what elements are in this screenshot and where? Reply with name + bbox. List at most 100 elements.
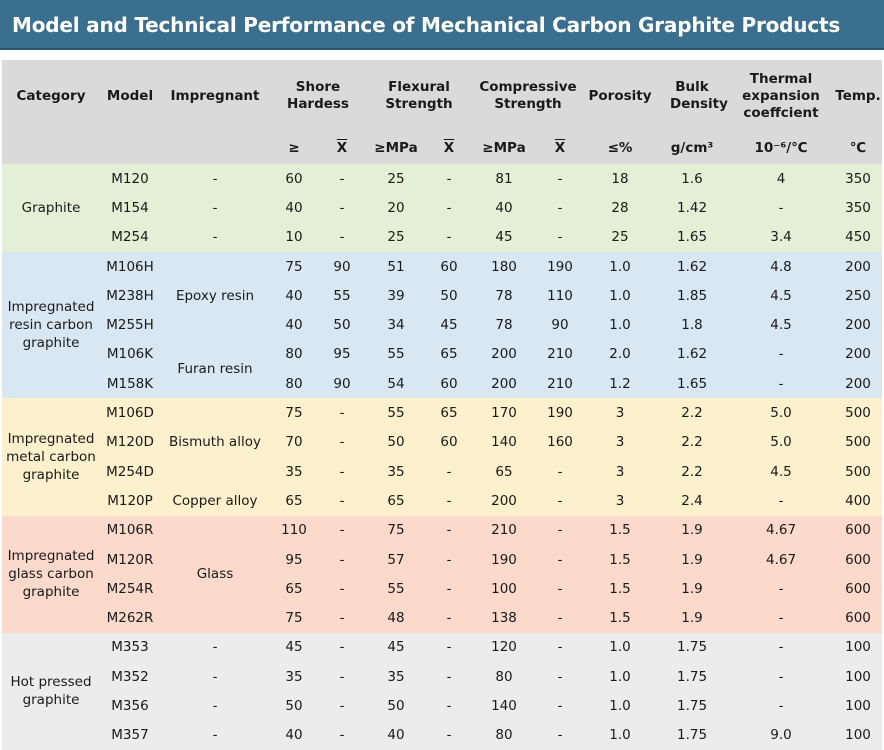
temp-cell: 350: [834, 164, 883, 194]
comp-min-cell: 140: [472, 691, 536, 721]
flex-min-cell: 50: [366, 427, 426, 457]
subheader-comp-min: ≥MPa: [472, 132, 536, 164]
flex-avg-cell: -: [426, 662, 472, 692]
model-cell: M158K: [100, 369, 160, 399]
porosity-cell: 1.5: [584, 603, 657, 633]
bulk-density-cell: 1.75: [656, 662, 729, 692]
shore-min-cell: 70: [270, 427, 318, 457]
bulk-density-cell: 1.85: [656, 281, 729, 311]
subheader-bulk: g/cm³: [656, 132, 729, 164]
thermal-cell: 5.0: [728, 398, 835, 428]
comp-min-cell: 80: [472, 662, 536, 692]
table-header: Category Model Impregnant Shore Hardess …: [2, 60, 883, 164]
shore-min-cell: 65: [270, 486, 318, 516]
flex-avg-cell: 60: [426, 251, 472, 282]
porosity-cell: 1.2: [584, 369, 657, 399]
comp-min-cell: 200: [472, 486, 536, 516]
subheader-category-empty: [2, 132, 100, 164]
model-cell: M106K: [100, 339, 160, 370]
flex-avg-cell: -: [426, 222, 472, 252]
thermal-cell: -: [728, 193, 835, 223]
comp-avg-cell: 210: [536, 369, 585, 399]
comp-avg-cell: 110: [536, 281, 585, 311]
temp-cell: 400: [834, 486, 883, 516]
porosity-cell: 1.5: [584, 544, 657, 575]
table-row: M254R 65-55-100-1.5 1.9-600: [2, 574, 883, 604]
bulk-density-cell: 1.42: [656, 193, 729, 223]
bulk-density-cell: 2.2: [656, 398, 729, 428]
flex-avg-cell: -: [426, 720, 472, 750]
shore-avg-cell: -: [318, 662, 366, 692]
model-cell: M120: [100, 164, 160, 194]
porosity-cell: 1.0: [584, 720, 657, 750]
table-row: M158K 80 90 54 60 200 210 1.2 1.65-200: [2, 369, 883, 399]
temp-cell: 500: [834, 398, 883, 428]
flex-avg-cell: 50: [426, 281, 472, 311]
header-thermal-expansion: Thermal expansion coeffcient: [728, 60, 835, 132]
bulk-density-cell: 1.9: [656, 574, 729, 604]
thermal-cell: -: [728, 486, 835, 516]
bulk-density-cell: 1.62: [656, 339, 729, 370]
temp-cell: 500: [834, 456, 883, 487]
bulk-density-cell: 1.9: [656, 544, 729, 575]
comp-min-cell: 138: [472, 603, 536, 633]
bulk-density-cell: 1.75: [656, 691, 729, 721]
flex-avg-cell: -: [426, 544, 472, 575]
model-cell: M106R: [100, 515, 160, 545]
page-title: Model and Technical Performance of Mecha…: [12, 13, 841, 37]
model-cell: M254: [100, 222, 160, 252]
comp-min-cell: 210: [472, 515, 536, 545]
flex-avg-cell: 45: [426, 310, 472, 340]
comp-min-cell: 140: [472, 427, 536, 457]
comp-avg-cell: -: [536, 691, 585, 721]
comp-min-cell: 78: [472, 281, 536, 311]
comp-avg-cell: 160: [536, 427, 585, 457]
shore-min-cell: 75: [270, 398, 318, 428]
model-cell: M120P: [100, 486, 160, 516]
porosity-cell: 3: [584, 427, 657, 457]
comp-avg-cell: -: [536, 662, 585, 692]
comp-min-cell: 200: [472, 369, 536, 399]
header-porosity: Porosity: [584, 60, 657, 132]
porosity-cell: 1.5: [584, 515, 657, 545]
comp-min-cell: 65: [472, 456, 536, 487]
subheader-porosity: ≤%: [584, 132, 657, 164]
thermal-cell: 4.67: [728, 515, 835, 545]
table-row: Graphite M120-60-25-81-18 1.6 4 350: [2, 164, 883, 252]
bulk-density-cell: 1.65: [656, 369, 729, 399]
shore-min-cell: 40: [270, 720, 318, 750]
header-category: Category: [2, 60, 100, 132]
shore-min-cell: 80: [270, 339, 318, 370]
table-row: M238H 40 55 39 50 78 110 1.0 1.85 4.5 250: [2, 281, 883, 311]
impregnant-cell: Bismuth alloy: [160, 398, 270, 487]
table-row: M262R 75-48-138-1.5 1.9-600: [2, 603, 883, 633]
flex-min-cell: 39: [366, 281, 426, 311]
temp-cell: 200: [834, 251, 883, 282]
impregnant-cell: Glass: [160, 515, 270, 633]
bulk-density-cell: 1.62: [656, 251, 729, 282]
flex-min-cell: 25: [366, 222, 426, 252]
table-row: M352-35-35-80-1.0 1.75-100: [2, 662, 883, 692]
shore-avg-cell: -: [318, 193, 366, 223]
impregnant-cell: -: [160, 193, 270, 223]
thermal-cell: -: [728, 369, 835, 399]
flex-avg-cell: 65: [426, 339, 472, 370]
shore-avg-cell: 55: [318, 281, 366, 311]
shore-avg-cell: -: [318, 427, 366, 457]
flex-min-cell: 20: [366, 193, 426, 223]
bulk-density-cell: 1.65: [656, 222, 729, 252]
comp-avg-cell: 190: [536, 398, 585, 428]
table-row: Impregnated metal carbon graphite M106D Bi…: [2, 398, 883, 516]
bulk-density-cell: 2.2: [656, 456, 729, 487]
impregnant-cell: -: [160, 691, 270, 721]
bulk-density-cell: 2.4: [656, 486, 729, 516]
porosity-cell: 18: [584, 164, 657, 194]
subheader-comp-avg: X: [536, 132, 585, 164]
shore-min-cell: 60: [270, 164, 318, 194]
porosity-cell: 1.0: [584, 310, 657, 340]
subheader-row: ≥ X ≥MPa X ≥MPa X ≤% g/cm³ 10⁻⁶/℃ ℃: [2, 132, 883, 164]
subheader-impregnant-empty: [160, 132, 270, 164]
shore-min-cell: 75: [270, 603, 318, 633]
thermal-cell: 4.5: [728, 281, 835, 311]
model-cell: M254R: [100, 574, 160, 604]
